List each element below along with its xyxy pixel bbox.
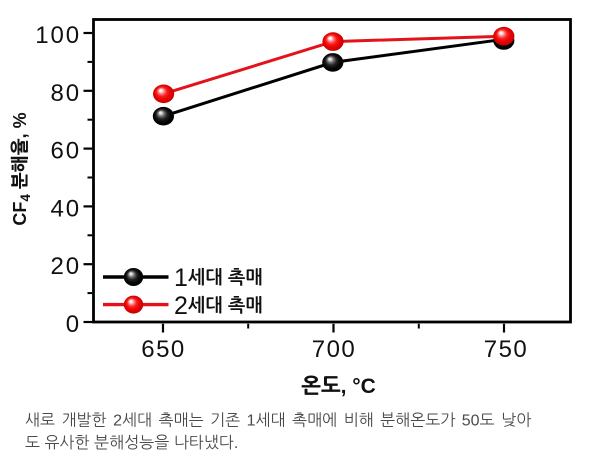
svg-text:새로 개발한 2세대 촉매는 기존 1세대 촉매에 비해 분: 새로 개발한 2세대 촉매는 기존 1세대 촉매에 비해 분해온도가 50도 낮… <box>25 412 531 430</box>
svg-text:60: 60 <box>51 138 82 165</box>
svg-text:750: 750 <box>484 336 529 363</box>
svg-text:1세대 촉매: 1세대 촉매 <box>174 264 263 292</box>
svg-text:온도, °C: 온도, °C <box>301 375 376 398</box>
svg-text:0: 0 <box>66 311 81 338</box>
svg-text:도 유사한 분해성능을 나타냈다.: 도 유사한 분해성능을 나타냈다. <box>25 434 238 452</box>
svg-text:100: 100 <box>35 22 81 49</box>
svg-text:80: 80 <box>51 80 82 107</box>
svg-text:CF4 분해율, %: CF4 분해율, % <box>10 112 33 225</box>
svg-text:2세대 촉매: 2세대 촉매 <box>174 292 263 320</box>
svg-text:20: 20 <box>51 253 82 280</box>
svg-text:650: 650 <box>141 336 186 363</box>
svg-text:40: 40 <box>51 195 82 222</box>
svg-text:700: 700 <box>312 336 357 363</box>
